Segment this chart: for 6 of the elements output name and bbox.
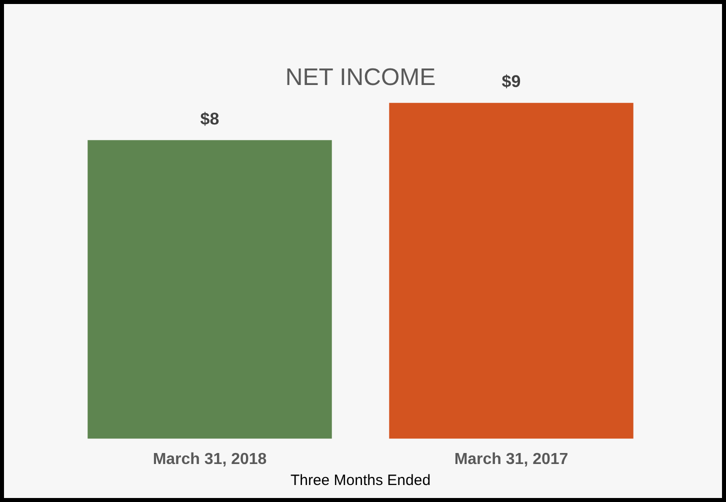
x-tick-label: March 31, 2017 [454,450,568,468]
x-tick-label: March 31, 2018 [152,450,267,468]
chart-title: NET INCOME [285,64,436,92]
data-label: $8 [200,109,220,128]
x-axis-title: Three Months Ended [290,472,431,490]
data-label: $9 [502,72,521,91]
